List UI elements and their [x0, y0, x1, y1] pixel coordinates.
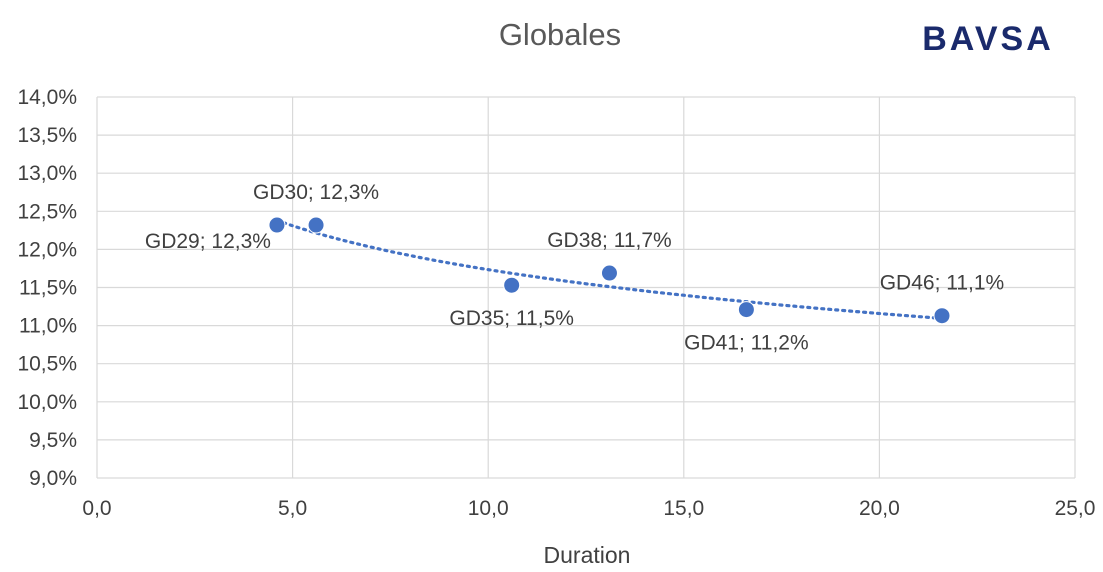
data-labels: GD29; 12,3% GD30; 12,3% GD35; 11,5% GD38; 1…: [145, 181, 1004, 355]
gridlines: [96, 96, 1076, 479]
data-label: GD41; 11,2%: [684, 332, 809, 355]
data-point: [503, 276, 521, 294]
tick-labels: 9,0% 9,5% 10,0% 10,5% 11,0% 11,5% 12,0% 12,5% 13…: [17, 86, 1095, 520]
data-point: [268, 216, 286, 234]
data-point: [737, 301, 755, 319]
trendline: [275, 218, 944, 320]
y-tick-label: 11,5%: [19, 277, 77, 300]
brand-logo: BAVSA: [922, 20, 1054, 58]
y-tick-label: 12,5%: [17, 200, 77, 223]
y-tick-label: 9,0%: [29, 467, 77, 490]
y-tick-label: 10,5%: [17, 353, 77, 376]
data-label: GD46; 11,1%: [880, 272, 1005, 295]
brand-logo-text: BAVSA: [922, 20, 1054, 58]
data-point: [307, 216, 325, 234]
y-tick-label: 11,0%: [19, 315, 77, 338]
y-tick-label: 13,5%: [17, 124, 77, 147]
y-tick-label: 14,0%: [17, 86, 77, 109]
y-tick-label: 13,0%: [17, 162, 77, 185]
x-tick-label: 20,0: [859, 497, 900, 520]
y-tick-label: 9,5%: [29, 429, 77, 452]
y-tick-label: 10,0%: [17, 391, 77, 414]
y-tick-label: 12,0%: [17, 238, 77, 261]
data-label: GD35; 11,5%: [449, 307, 574, 330]
data-label: GD38; 11,7%: [547, 229, 672, 252]
data-label: GD30; 12,3%: [253, 181, 379, 204]
data-label: GD29; 12,3%: [145, 230, 271, 253]
x-tick-label: 15,0: [663, 497, 704, 520]
data-points: [268, 216, 951, 325]
data-point: [933, 307, 951, 325]
x-tick-label: 5,0: [278, 497, 307, 520]
data-point: [600, 264, 618, 282]
x-tick-label: 25,0: [1055, 497, 1096, 520]
x-axis-label: Duration: [544, 542, 631, 567]
chart-title: Globales: [499, 17, 621, 52]
x-tick-label: 0,0: [82, 497, 111, 520]
x-tick-label: 10,0: [468, 497, 509, 520]
trendline-path: [275, 218, 944, 320]
